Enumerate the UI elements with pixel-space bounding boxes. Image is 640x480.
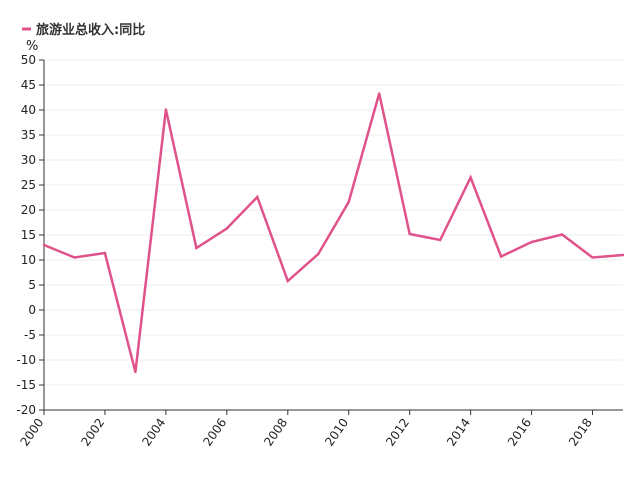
data-point — [225, 227, 229, 230]
data-point — [621, 253, 625, 257]
data-point — [42, 243, 46, 247]
x-tick-label: 2008 — [261, 416, 290, 449]
y-tick-label: 5 — [28, 278, 36, 292]
data-point — [499, 255, 503, 258]
y-tick-label: -15 — [16, 378, 36, 392]
data-point — [438, 238, 442, 242]
data-point — [73, 256, 76, 259]
y-tick-label: 50 — [21, 53, 36, 67]
y-tick-label: 0 — [28, 303, 36, 317]
data-point — [164, 108, 168, 111]
data-point — [530, 240, 533, 244]
series-line — [43, 93, 624, 373]
legend-label: 旅游业总收入:同比 — [36, 22, 145, 38]
axes — [39, 59, 623, 415]
y-tick-labels: -20 -15 -10 -5 0 5 10 15 20 25 30 35 40 45 50 — [16, 53, 36, 417]
x-tick-label: 2000 — [17, 416, 46, 449]
x-tick-label: 2004 — [139, 416, 168, 449]
gridlines — [44, 59, 623, 411]
y-tick-label: -5 — [24, 328, 36, 342]
x-tick-label: 2002 — [78, 416, 107, 449]
x-tick-label: 2012 — [383, 416, 412, 449]
y-unit-label: % — [26, 39, 38, 54]
y-tick-label: 15 — [21, 228, 36, 242]
data-point — [286, 279, 289, 283]
data-point — [378, 92, 381, 95]
data-point — [317, 252, 320, 256]
x-tick-label: 2014 — [444, 416, 473, 449]
y-tick-label: 30 — [21, 153, 36, 167]
x-tick-labels: 2000 2002 2004 2006 2008 2010 2012 2014 2016 2018 — [17, 416, 595, 449]
data-point — [560, 233, 564, 236]
data-point — [347, 200, 350, 204]
data-point — [469, 176, 472, 179]
y-tick-label: 10 — [21, 253, 36, 267]
legend: 旅游业总收入:同比 — [22, 22, 145, 38]
data-point — [103, 251, 107, 255]
y-tick-label: -10 — [16, 353, 36, 367]
x-tick-label: 2010 — [322, 416, 351, 449]
series — [42, 92, 625, 374]
y-tick-label: 40 — [21, 103, 36, 117]
data-point — [256, 195, 259, 199]
y-tick-label: 35 — [21, 128, 36, 142]
x-tick-label: 2006 — [200, 416, 229, 449]
data-point — [591, 256, 594, 259]
data-point — [408, 232, 411, 236]
x-tick-label: 2018 — [566, 416, 595, 449]
y-tick-label: 45 — [21, 78, 36, 92]
data-point — [195, 246, 198, 250]
y-tick-label: 25 — [21, 178, 36, 192]
data-point — [134, 370, 137, 374]
y-tick-label: 20 — [21, 203, 36, 217]
x-tick-label: 2016 — [505, 416, 534, 449]
y-tick-label: -20 — [16, 403, 36, 417]
